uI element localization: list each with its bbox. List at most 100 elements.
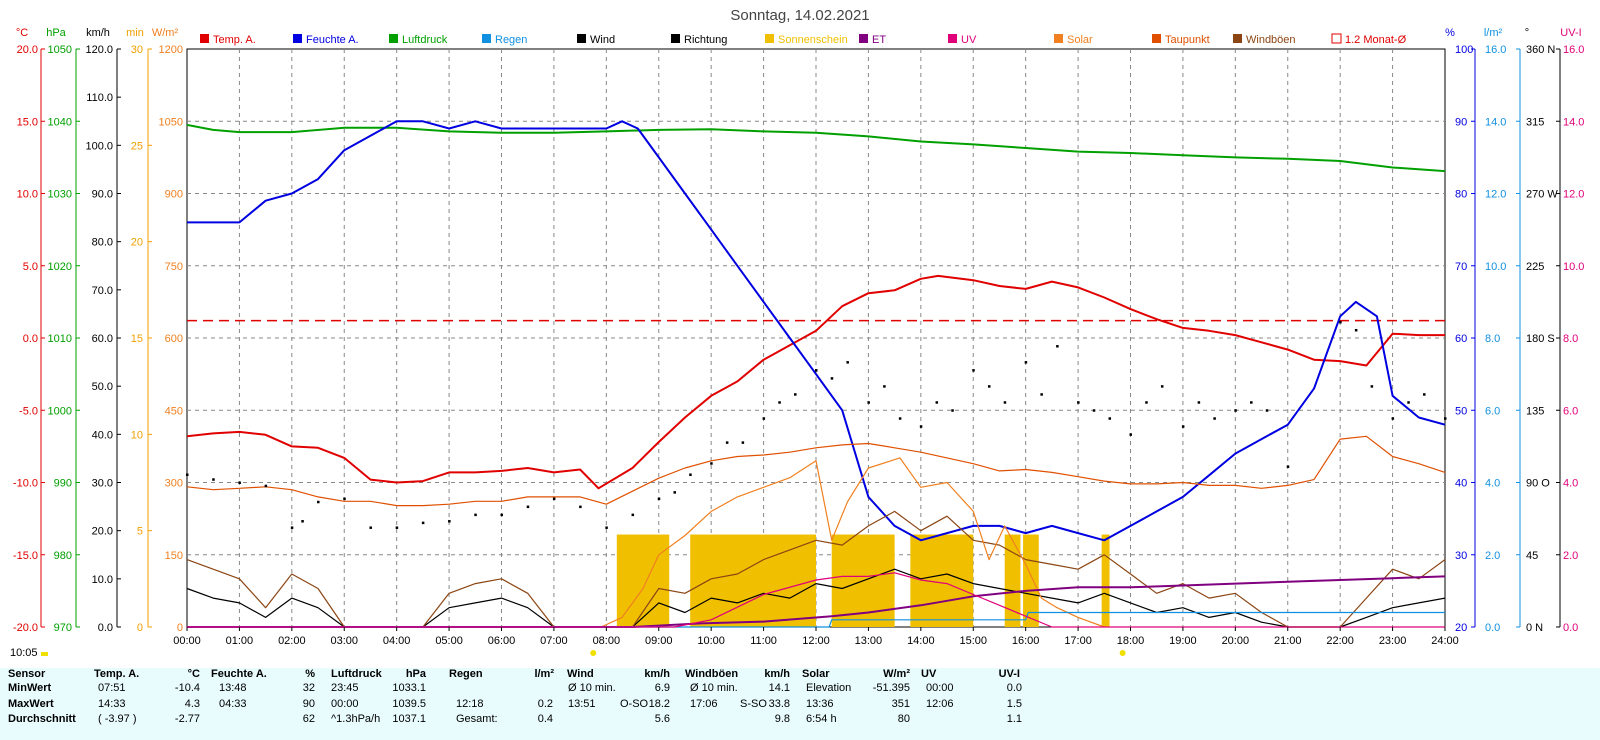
wind-direction-point <box>1286 465 1290 468</box>
wind-direction-point <box>395 526 399 529</box>
axis-tick-label-left: 1000 <box>48 405 72 417</box>
x-tick-label: 23:00 <box>1379 635 1407 647</box>
stats-header-wind-unit: km/h <box>644 668 670 680</box>
stats-pressure-time: 23:45 <box>331 682 359 694</box>
axis-tick-label-left: 70.0 <box>92 285 113 297</box>
axis-tick-label-right: 10.0 <box>1485 261 1506 273</box>
axis-tick-label-right: 135 <box>1526 405 1544 417</box>
stats-header-wind: Wind <box>567 668 594 680</box>
wind-direction-point <box>1370 385 1374 388</box>
x-tick-label: 20:00 <box>1222 635 1250 647</box>
stats-temp-time: 14:33 <box>98 698 126 710</box>
stats-header-solar: Solar <box>802 668 830 680</box>
x-tick-label: 17:00 <box>1064 635 1092 647</box>
axis-tick-label-left: 100.0 <box>85 140 113 152</box>
wind-direction-point <box>1234 409 1237 412</box>
stats-wind-value: 6.9 <box>654 682 670 694</box>
legend-label: Regen <box>495 34 527 46</box>
series-line-uv <box>187 572 1445 628</box>
legend-swatch <box>1054 34 1063 43</box>
sunshine-bar <box>690 534 816 627</box>
legend-label: UV <box>961 34 977 46</box>
wind-direction-point <box>343 497 346 501</box>
stats-header-humidity-unit: % <box>305 668 315 680</box>
axis-unit-right: % <box>1445 27 1455 39</box>
stats-header-rain-unit: l/m² <box>534 668 554 680</box>
wind-direction-point <box>846 361 849 364</box>
axis-unit-left: hPa <box>46 27 66 39</box>
axis-tick-label-right: 270 W <box>1526 189 1558 201</box>
legend-swatch <box>1331 33 1342 44</box>
wind-direction-point <box>186 473 189 476</box>
axis-tick-label-left: 0 <box>137 622 143 634</box>
axis-tick-label-right: 80 <box>1455 189 1467 201</box>
x-tick-label: 14:00 <box>907 635 935 647</box>
axis-unit-left: km/h <box>86 27 110 39</box>
stats-temp-value: -2.77 <box>174 713 200 725</box>
legend-swatch <box>1233 34 1242 43</box>
stats-solar-value: -51.395 <box>872 682 910 694</box>
wind-direction-point <box>290 526 294 529</box>
x-marker <box>590 650 597 656</box>
wind-direction-point <box>301 520 304 523</box>
axis-tick-label-left: 15 <box>131 333 143 345</box>
x-tick-label: 03:00 <box>330 635 358 647</box>
wind-direction-point <box>657 497 661 501</box>
wind-direction-point <box>883 385 886 388</box>
stats-pressure-value: 1039.5 <box>392 698 426 710</box>
wind-direction-point <box>1444 417 1447 420</box>
axis-tick-label-right: 30 <box>1455 550 1467 562</box>
axis-tick-label-left: 15.0 <box>17 116 38 128</box>
wind-direction-point <box>448 520 451 523</box>
axis-tick-label-left: 970 <box>54 622 72 634</box>
stats-wind-time: 13:51 <box>568 698 596 710</box>
legend-label: ET <box>872 34 886 46</box>
axis-tick-label-left: -15.0 <box>13 550 38 562</box>
weather-chart: 00:00 01:00 02:00 03:00 04:00 05:00 06:00 07:00… <box>13 7 1584 656</box>
stats-wind-time: Ø 10 min. <box>568 682 616 694</box>
axis-tick-label-left: 90.0 <box>92 189 113 201</box>
stats-header-temp-unit: °C <box>187 668 200 680</box>
wind-direction-point <box>1265 409 1269 412</box>
series-line-feuchte-a- <box>187 120 1446 542</box>
stats-gust-time: 17:06 <box>690 698 718 710</box>
axis-tick-label-left: 750 <box>165 261 183 273</box>
wind-direction-point <box>1197 401 1201 404</box>
stats-header-gust-unit: km/h <box>764 668 790 680</box>
axis-tick-label-left: 120.0 <box>85 44 113 56</box>
x-tick-label: 09:00 <box>645 635 673 647</box>
stats-header-uv-unit: UV-I <box>998 668 1020 680</box>
x-tick-label: 07:00 <box>540 635 568 647</box>
axis-tick-label-left: 10.0 <box>17 189 38 201</box>
wind-direction-point <box>919 425 923 428</box>
axis-tick-label-left: 10 <box>131 429 143 441</box>
legend-swatch <box>482 34 491 43</box>
x-tick-label: 22:00 <box>1326 635 1354 647</box>
legend-swatch <box>765 34 774 43</box>
axis-tick-label-left: -20.0 <box>13 622 38 634</box>
axis-tick-label-left: 900 <box>165 189 183 201</box>
axis-tick-label-left: 300 <box>165 478 183 490</box>
axis-tick-label-left: 450 <box>165 405 183 417</box>
wind-direction-point <box>1056 345 1059 348</box>
axis-tick-label-right: 16.0 <box>1485 44 1506 56</box>
wind-direction-point <box>725 441 729 444</box>
sunshine-bar <box>1101 534 1110 627</box>
axis-tick-label-right: 360 N <box>1526 44 1555 56</box>
sunshine-bar <box>1023 534 1039 627</box>
wind-direction-point <box>1077 401 1080 404</box>
wind-direction-point <box>935 401 939 404</box>
wind-direction-point <box>1391 417 1395 420</box>
axis-unit-right: ° <box>1525 27 1529 39</box>
legend-swatch <box>948 34 957 43</box>
stats-uv-value: 1.5 <box>1006 698 1022 710</box>
stats-gust-time: Ø 10 min. <box>690 682 738 694</box>
wind-direction-point <box>1160 385 1164 388</box>
axis-tick-label-right: 2.0 <box>1563 550 1578 562</box>
axis-tick-label-right: 12.0 <box>1563 189 1584 201</box>
axis-tick-label-left: 0.0 <box>98 622 113 634</box>
x-tick-label: 19:00 <box>1169 635 1197 647</box>
stats-humidity-value: 90 <box>302 698 315 710</box>
x-tick-label: 13:00 <box>855 635 883 647</box>
series-line-temp-a- <box>186 274 1445 490</box>
